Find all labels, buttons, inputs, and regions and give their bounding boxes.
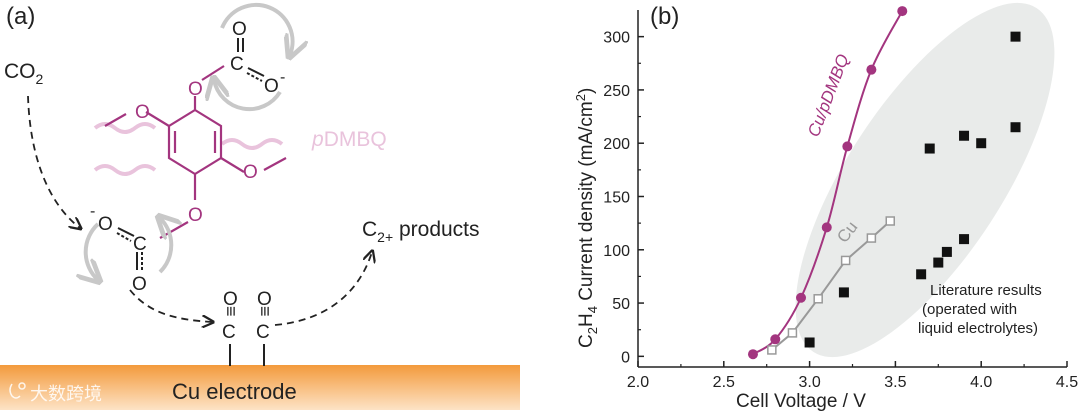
x-tick-label: 2.0 (627, 374, 649, 391)
x-tick-label: 2.5 (713, 374, 735, 391)
y-tick-label: 250 (603, 83, 630, 100)
y-tick-label: 200 (603, 136, 630, 153)
point-cu (840, 255, 851, 266)
rotation-arrow-bottom-right-icon (160, 218, 171, 274)
adsorbed-co-left: O ≡ C (221, 289, 241, 366)
point-literature (916, 269, 927, 280)
watermark-text: 大数跨境 (30, 384, 102, 404)
x-tick-label: 4.0 (970, 374, 992, 391)
point-cu-pdmbq (770, 334, 781, 345)
methoxy-o-left: O (135, 102, 150, 123)
panel-b: (b) 2.0 2.5 3.0 3.5 4.0 4.5 0 50 100 150 200 250 300… (573, 2, 1078, 412)
point-literature (959, 130, 970, 141)
svg-text:≡: ≡ (221, 306, 241, 317)
point-cu-pdmbq (747, 349, 758, 360)
point-literature (924, 143, 935, 154)
polymer-chain-left-top (93, 122, 157, 134)
literature-note-line-3: liquid electrolytes) (918, 320, 1038, 337)
panel-a-label: (a) (6, 3, 35, 30)
point-literature (976, 138, 987, 149)
svg-text:O: O (98, 214, 113, 235)
x-tick-label: 3.5 (884, 374, 906, 391)
point-literature (933, 257, 944, 268)
point-cu (866, 233, 877, 243)
point-cu-pdmbq (842, 141, 853, 152)
products-label: C2+ products (362, 218, 480, 245)
co-to-products-arrow (274, 252, 372, 326)
y-tick-label: 150 (603, 189, 630, 206)
rotation-arrow-bottom-left-icon (86, 222, 98, 280)
carboxylate-top: O C O - (214, 2, 293, 112)
point-literature (838, 287, 849, 298)
point-cu (813, 294, 823, 304)
literature-region (795, 2, 1055, 358)
point-literature (1010, 122, 1021, 133)
svg-text:O: O (264, 76, 279, 97)
polymer-chain-left-bottom (93, 164, 157, 176)
svg-text:O: O (223, 289, 238, 310)
x-tick-label: 4.5 (1056, 374, 1078, 391)
co2-to-carboxylate-arrow (27, 95, 80, 228)
ester-o-top: O (188, 79, 203, 100)
point-cu-pdmbq (796, 292, 807, 303)
rotation-arrow-top-left-icon (214, 80, 282, 112)
svg-text:-: - (280, 69, 285, 86)
y-tick-label: 300 (603, 30, 630, 47)
watermark-logo-icon (9, 382, 26, 399)
methoxy-o-right: O (243, 162, 258, 183)
y-axis-title: C2H4 Current density (mA/cm2) (573, 88, 600, 348)
x-axis-title: Cell Voltage / V (736, 391, 866, 412)
rotation-arrow-top-right-icon (220, 2, 293, 55)
panel-a: (a) Cu electrode 大数跨境 CO2 C2+ products p… (0, 2, 520, 410)
chart-axes: 2.0 2.5 3.0 3.5 4.0 4.5 0 50 100 150 200 250 300 (603, 10, 1078, 391)
svg-text:C: C (133, 234, 147, 255)
y-tick-label: 50 (612, 296, 630, 313)
point-literature (1010, 31, 1021, 42)
point-literature (941, 246, 952, 257)
point-cu-pdmbq (821, 222, 832, 233)
point-literature (959, 234, 970, 245)
svg-text:-: - (90, 203, 95, 220)
series-label-pdmbq: Cu/pDMBQ (804, 51, 853, 139)
panel-b-label: (b) (650, 3, 679, 30)
carboxylate-bottom: O - C O (86, 203, 172, 295)
svg-text:O: O (132, 274, 147, 295)
point-cu (885, 216, 896, 226)
series-points (747, 6, 1021, 360)
svg-text:C: C (256, 322, 270, 343)
svg-text:C: C (222, 322, 236, 343)
x-tick-label: 3.0 (798, 374, 820, 391)
svg-text:O: O (257, 289, 272, 310)
point-literature (804, 337, 815, 348)
ester-o-bottom: O (188, 205, 203, 226)
svg-text:≡: ≡ (255, 306, 275, 317)
literature-note-line-1: Literature results (930, 282, 1042, 299)
literature-note-line-2: (operated with (922, 301, 1017, 318)
point-cu-pdmbq (866, 64, 877, 75)
point-cu (787, 328, 798, 338)
point-cu (767, 345, 777, 355)
electrode-label: Cu electrode (172, 379, 297, 404)
dmbq-ring (104, 65, 287, 239)
co2-label: CO2 (4, 60, 44, 87)
point-cu-pdmbq (897, 6, 908, 17)
y-tick-label: 0 (621, 349, 630, 366)
polymer-chain-right (220, 138, 284, 150)
adsorbed-co-right: O ≡ C (255, 289, 275, 366)
svg-text:O: O (232, 19, 247, 40)
polymer-label: pDMBQ (311, 128, 387, 151)
y-tick-label: 100 (603, 243, 630, 260)
svg-text:C: C (230, 54, 244, 75)
cu-electrode (0, 365, 520, 410)
